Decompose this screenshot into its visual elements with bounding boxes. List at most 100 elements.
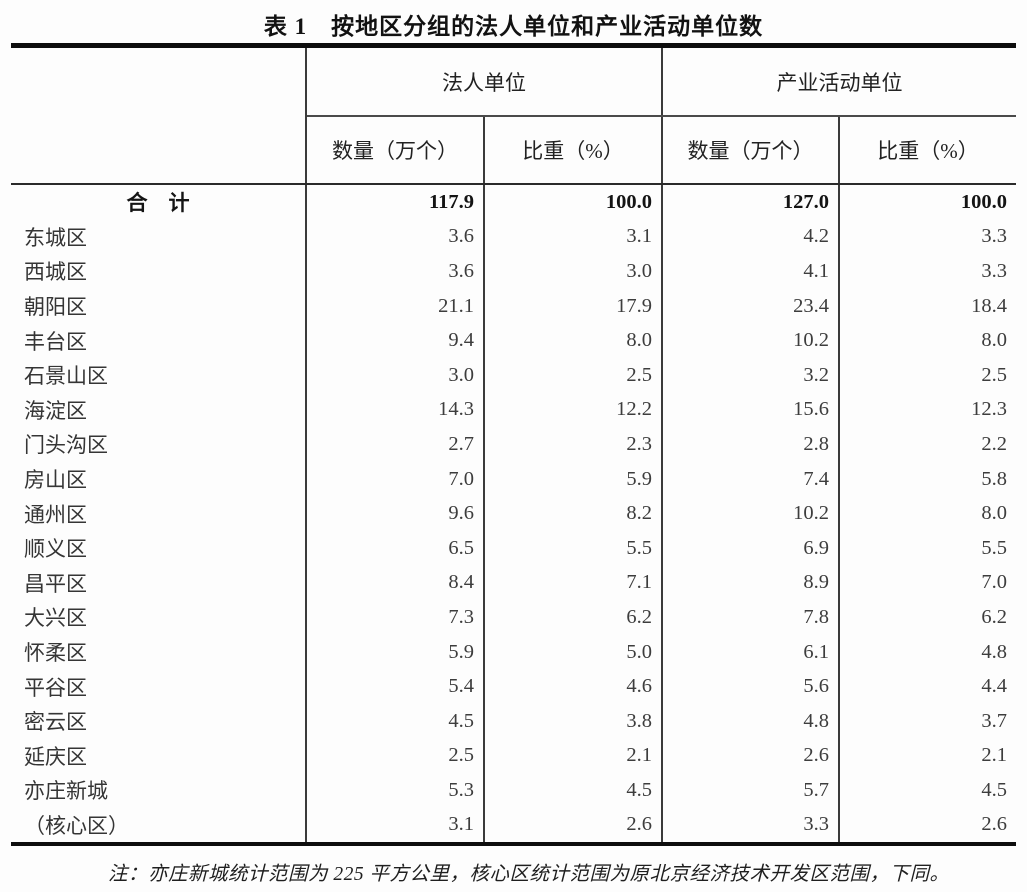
legal-entities-count: 4.5	[305, 703, 484, 739]
table-body: 合 计 117.9 100.0 127.0 100.0 东城区 3.6 3.1 4.2 3.3 西城…	[11, 184, 1016, 845]
legal-entities-share: 100.0	[483, 184, 662, 220]
sub-header-row: 数量（万个） 比重（%） 数量（万个） 比重（%）	[11, 116, 1016, 185]
industrial-units-count: 23.4	[661, 288, 839, 324]
region-name: 合 计	[126, 191, 190, 216]
region-name: 朝阳区	[24, 295, 87, 320]
legal-entities-count: 5.4	[305, 669, 484, 704]
industrial-units-count: 2.6	[661, 738, 839, 774]
legal-entities-count: 21.1	[305, 288, 484, 324]
industrial-units-share: 2.1	[838, 738, 1016, 774]
subheader-legal-count: 数量（万个）	[305, 116, 484, 185]
table-row: 西城区 3.6 3.0 4.1 3.3	[11, 254, 1016, 289]
legal-entities-count: 6.5	[305, 530, 484, 566]
region-name: 顺义区	[24, 537, 87, 562]
subheader-legal-share: 比重（%）	[483, 116, 662, 185]
industrial-units-share: 2.2	[838, 427, 1016, 462]
subheader-industrial-count: 数量（万个）	[661, 116, 839, 185]
legal-entities-count: 2.7	[305, 427, 484, 462]
table-header: 法人单位 产业活动单位 数量（万个） 比重（%） 数量（万个） 比重（%）	[11, 45, 1016, 185]
group-header-row: 法人单位 产业活动单位	[11, 45, 1016, 185]
industrial-units-share: 100.0	[838, 184, 1016, 220]
industrial-units-share: 4.5	[838, 773, 1016, 808]
industrial-units-count: 5.7	[661, 773, 839, 808]
group-header-industrial-activity-units: 产业活动单位	[661, 45, 1016, 117]
industrial-units-share: 2.5	[838, 357, 1016, 393]
table-row: 门头沟区 2.7 2.3 2.8 2.2	[11, 427, 1016, 462]
legal-entities-share: 3.0	[483, 254, 662, 289]
table-row: 大兴区 7.3 6.2 7.8 6.2	[11, 600, 1016, 635]
industrial-units-count: 10.2	[661, 323, 839, 358]
industrial-units-share: 5.5	[838, 530, 1016, 566]
legal-entities-count: 3.6	[305, 254, 484, 289]
industrial-units-count: 4.8	[661, 703, 839, 739]
industrial-units-share: 3.3	[838, 219, 1016, 255]
table-row: 东城区 3.6 3.1 4.2 3.3	[11, 219, 1016, 255]
industrial-units-count: 6.1	[661, 634, 839, 670]
industrial-units-count: 15.6	[661, 392, 839, 428]
industrial-units-share: 18.4	[838, 288, 1016, 324]
legal-entities-share: 2.1	[483, 738, 662, 774]
legal-entities-share: 5.9	[483, 461, 662, 497]
legal-entities-share: 7.1	[483, 565, 662, 601]
table-row: 密云区 4.5 3.8 4.8 3.7	[11, 703, 1016, 739]
table-row: 丰台区 9.4 8.0 10.2 8.0	[11, 323, 1016, 358]
legal-entities-count: 5.3	[305, 773, 484, 808]
region-name: 石景山区	[24, 364, 108, 389]
industrial-units-count: 5.6	[661, 669, 839, 704]
legal-entities-count: 117.9	[305, 184, 484, 220]
legal-entities-count: 2.5	[305, 738, 484, 774]
industrial-units-share: 6.2	[838, 600, 1016, 635]
region-name: 东城区	[24, 225, 87, 250]
table-row: 延庆区 2.5 2.1 2.6 2.1	[11, 738, 1016, 774]
region-name: 西城区	[24, 260, 87, 285]
region-name: 房山区	[24, 468, 87, 493]
industrial-units-share: 5.8	[838, 461, 1016, 497]
region-name: 延庆区	[24, 744, 87, 769]
legal-entities-share: 4.6	[483, 669, 662, 704]
industrial-units-count: 127.0	[661, 184, 839, 220]
legal-entities-share: 17.9	[483, 288, 662, 324]
industrial-units-share: 4.8	[838, 634, 1016, 670]
group-header-legal-entities: 法人单位	[306, 45, 662, 117]
legal-entities-share: 8.2	[483, 496, 662, 531]
industrial-units-count: 2.8	[661, 427, 839, 462]
table-row: 石景山区 3.0 2.5 3.2 2.5	[11, 357, 1016, 393]
subheader-industrial-share: 比重（%）	[838, 116, 1016, 185]
legal-entities-share: 2.5	[483, 357, 662, 393]
industrial-units-share: 7.0	[838, 565, 1016, 601]
legal-entities-share: 12.2	[483, 392, 662, 428]
region-name: 门头沟区	[24, 433, 108, 458]
legal-entities-count: 9.6	[305, 496, 484, 531]
legal-entities-share: 2.3	[483, 427, 662, 462]
table-row: 通州区 9.6 8.2 10.2 8.0	[11, 496, 1016, 531]
legal-entities-count: 7.0	[305, 461, 484, 497]
legal-entities-count: 7.3	[305, 600, 484, 635]
industrial-units-share: 4.4	[838, 669, 1016, 704]
industrial-units-share: 3.7	[838, 703, 1016, 739]
legal-entities-count: 3.6	[305, 219, 484, 255]
table-row: （核心区） 3.1 2.6 3.3 2.6	[11, 807, 1016, 845]
legal-entities-count: 3.1	[305, 807, 484, 845]
statistics-table: 法人单位 产业活动单位 数量（万个） 比重（%） 数量（万个） 比重（%） 合 …	[11, 43, 1016, 847]
total-row: 合 计 117.9 100.0 127.0 100.0	[11, 184, 1016, 220]
legal-entities-share: 8.0	[483, 323, 662, 358]
region-name: 丰台区	[24, 329, 87, 354]
table-row: 怀柔区 5.9 5.0 6.1 4.8	[11, 634, 1016, 670]
legal-entities-share: 5.0	[483, 634, 662, 670]
table-row: 房山区 7.0 5.9 7.4 5.8	[11, 461, 1016, 497]
legal-entities-count: 8.4	[305, 565, 484, 601]
region-name: 昌平区	[24, 571, 87, 596]
region-name: 大兴区	[24, 606, 87, 631]
industrial-units-share: 8.0	[838, 496, 1016, 531]
region-column-header	[11, 45, 307, 185]
industrial-units-count: 7.4	[661, 461, 839, 497]
legal-entities-share: 6.2	[483, 600, 662, 635]
legal-entities-count: 9.4	[305, 323, 484, 358]
region-name: 海淀区	[24, 398, 87, 423]
industrial-units-share: 3.3	[838, 254, 1016, 289]
legal-entities-count: 14.3	[305, 392, 484, 428]
table-row: 亦庄新城 5.3 4.5 5.7 4.5	[11, 773, 1016, 808]
table-row: 朝阳区 21.1 17.9 23.4 18.4	[11, 288, 1016, 324]
legal-entities-share: 4.5	[483, 773, 662, 808]
